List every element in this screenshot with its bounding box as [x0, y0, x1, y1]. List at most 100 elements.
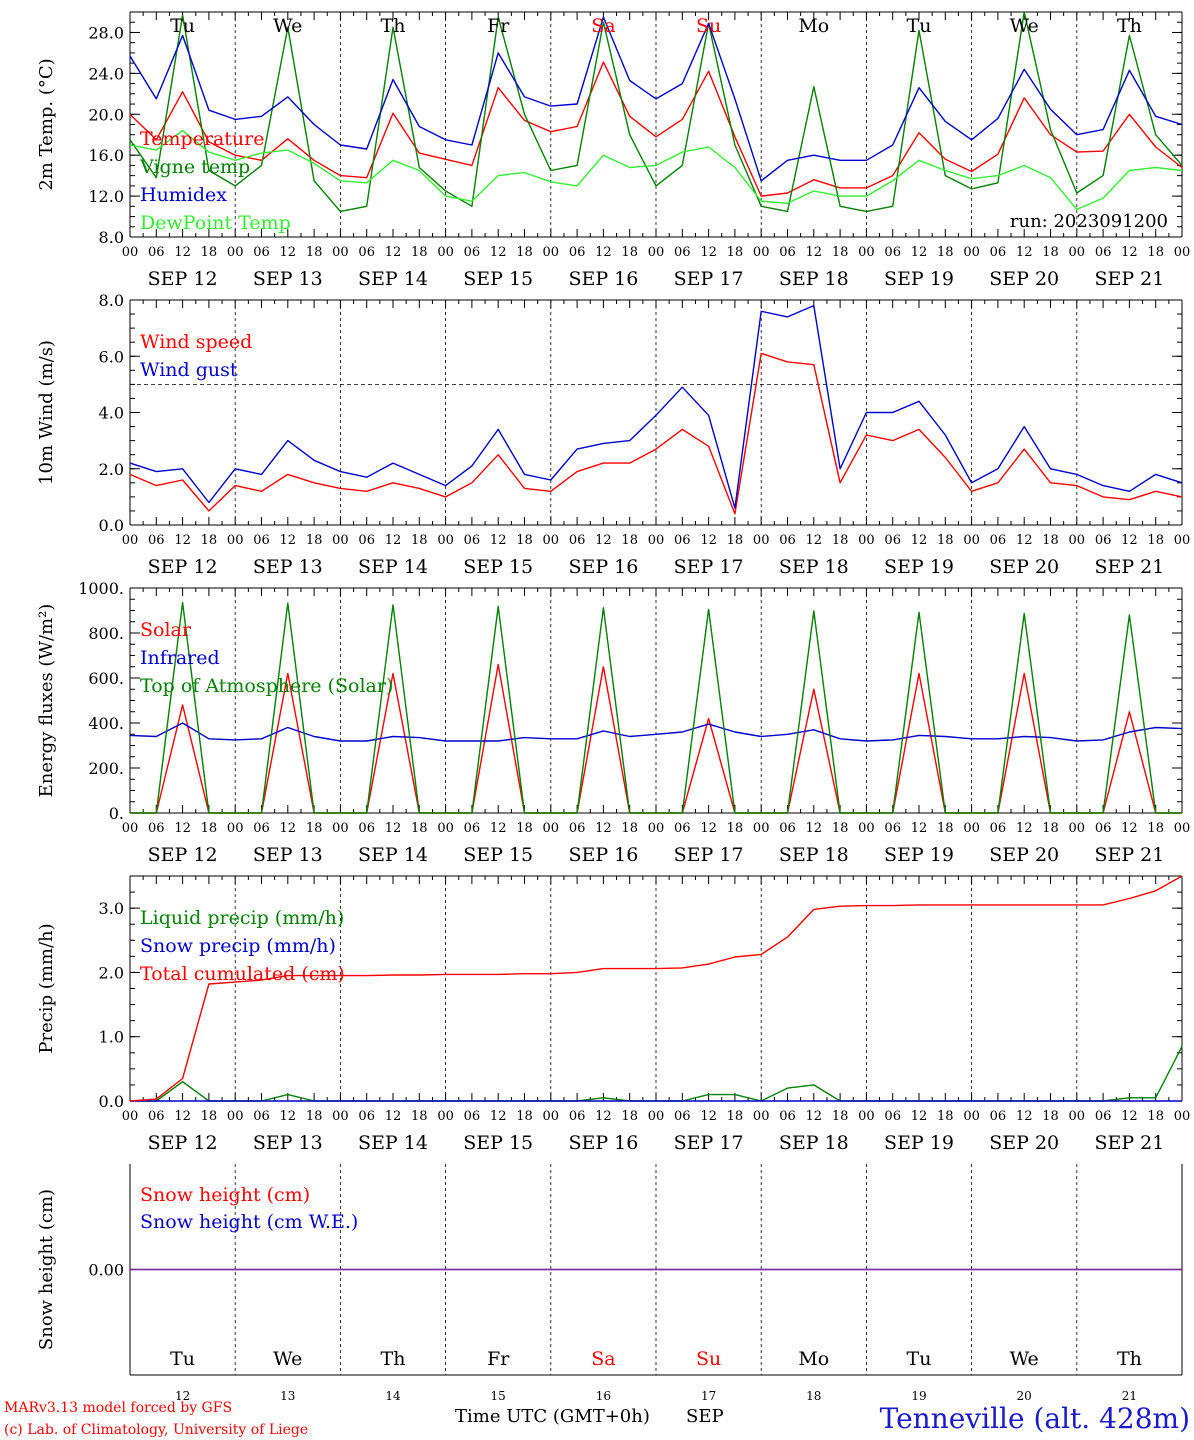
hour-label: 00: [648, 533, 665, 548]
hour-label: 06: [253, 1109, 270, 1124]
y-tick-label: 4.0: [99, 404, 124, 423]
hour-label: 06: [358, 533, 375, 548]
hour-label: 12: [1121, 533, 1138, 548]
hour-label: 12: [911, 245, 928, 260]
y-tick-label: 3.0: [99, 899, 124, 918]
hour-label: 18: [1147, 1109, 1164, 1124]
legend-entry: Infrared: [140, 647, 220, 669]
date-label: SEP 12: [148, 556, 218, 578]
date-label: SEP 15: [463, 268, 533, 290]
date-label: SEP 19: [884, 844, 954, 866]
legend-entry: Snow height (cm W.E.): [140, 1211, 358, 1233]
hour-label: 18: [201, 1109, 218, 1124]
hour-label: 12: [490, 1109, 507, 1124]
hour-label: 12: [280, 245, 297, 260]
hour-label: 18: [937, 533, 954, 548]
hour-label: 06: [1095, 821, 1112, 836]
weekday-label: Su: [696, 15, 721, 37]
y-tick-label: 1000.: [78, 579, 124, 598]
weekday-label: We: [1010, 1348, 1039, 1370]
legend-entry: Temperature: [140, 128, 264, 150]
hour-label: 06: [358, 1109, 375, 1124]
date-label: SEP 21: [1094, 268, 1164, 290]
hour-label: 00: [963, 821, 980, 836]
hour-label: 18: [832, 1109, 849, 1124]
hour-label: 00: [122, 1109, 139, 1124]
hour-label: 18: [832, 533, 849, 548]
hour-label: 06: [253, 821, 270, 836]
y-tick-label: 2.0: [99, 460, 124, 479]
hour-label: 18: [516, 245, 533, 260]
hour-label: 12: [1016, 1109, 1033, 1124]
hour-label: 18: [621, 245, 638, 260]
hour-label: 00: [963, 533, 980, 548]
date-label: SEP 12: [148, 1132, 218, 1154]
weekday-label: Th: [1117, 15, 1142, 37]
hour-label: 06: [358, 821, 375, 836]
hour-label: 18: [937, 1109, 954, 1124]
hour-label: 12: [806, 533, 823, 548]
hour-label: 18: [1042, 1109, 1059, 1124]
y-tick-label: 0.00: [88, 1261, 124, 1280]
hour-label: 06: [674, 1109, 691, 1124]
series-line-humidex: [129, 16, 1183, 182]
weekday-label: Tu: [170, 1348, 195, 1370]
weekday-label: Tu: [170, 15, 195, 37]
hour-label: 18: [832, 821, 849, 836]
hour-label: 00: [437, 1109, 454, 1124]
date-label: SEP 13: [253, 556, 323, 578]
date-label: SEP 12: [148, 844, 218, 866]
y-tick-label: 8.0: [99, 291, 124, 310]
date-label: SEP 17: [674, 1132, 744, 1154]
hour-label: 06: [569, 821, 586, 836]
y-axis-label: Snow height (cm): [36, 1189, 57, 1350]
lab-credit: (c) Lab. of Climatology, University of L…: [4, 1422, 308, 1438]
date-label: SEP 13: [253, 844, 323, 866]
hour-label: 00: [122, 245, 139, 260]
hour-label: 06: [779, 533, 796, 548]
hour-label: 00: [1069, 1109, 1086, 1124]
weekday-label: Su: [696, 1348, 721, 1370]
hour-label: 00: [1174, 533, 1191, 548]
hour-label: 00: [963, 1109, 980, 1124]
hour-label: 06: [569, 533, 586, 548]
hour-label: 06: [148, 1109, 165, 1124]
hour-label: 12: [280, 1109, 297, 1124]
hour-label: 18: [411, 1109, 428, 1124]
hour-label: 12: [1121, 245, 1138, 260]
hour-label: 00: [227, 821, 244, 836]
hour-label: 06: [1095, 245, 1112, 260]
month-label: SEP: [686, 1406, 724, 1427]
hour-label: 18: [621, 821, 638, 836]
hour-label: 00: [753, 245, 770, 260]
hour-label: 12: [595, 533, 612, 548]
hour-label: 00: [543, 245, 560, 260]
y-tick-label: 24.0: [88, 64, 124, 83]
y-axis-label: 2m Temp. (°C): [36, 58, 57, 190]
hour-label: 00: [858, 1109, 875, 1124]
hour-label: 18: [306, 821, 323, 836]
hour-label: 12: [174, 821, 191, 836]
hour-label: 12: [1016, 533, 1033, 548]
y-tick-label: 0.0: [99, 516, 124, 535]
date-label: SEP 17: [674, 844, 744, 866]
x-axis-label: Time UTC (GMT+0h): [455, 1406, 650, 1427]
date-label: SEP 18: [779, 1132, 849, 1154]
legend-entry: Snow precip (mm/h): [140, 935, 336, 957]
date-label: SEP 16: [568, 268, 638, 290]
series-line-total-cumulated-cm-: [129, 875, 1183, 1102]
hour-label: 18: [516, 533, 533, 548]
date-label: SEP 14: [358, 556, 428, 578]
date-label: SEP 14: [358, 1132, 428, 1154]
date-label: SEP 19: [884, 1132, 954, 1154]
date-label: SEP 21: [1094, 1132, 1164, 1154]
hour-label: 18: [727, 1109, 744, 1124]
y-tick-label: 600.: [88, 669, 124, 688]
hour-label: 18: [306, 533, 323, 548]
date-label: SEP 13: [253, 1132, 323, 1154]
hour-label: 00: [753, 821, 770, 836]
weekday-label: Sa: [591, 1348, 615, 1370]
hour-label: 12: [700, 245, 717, 260]
day-number: 15: [491, 1389, 506, 1403]
hour-label: 12: [280, 533, 297, 548]
